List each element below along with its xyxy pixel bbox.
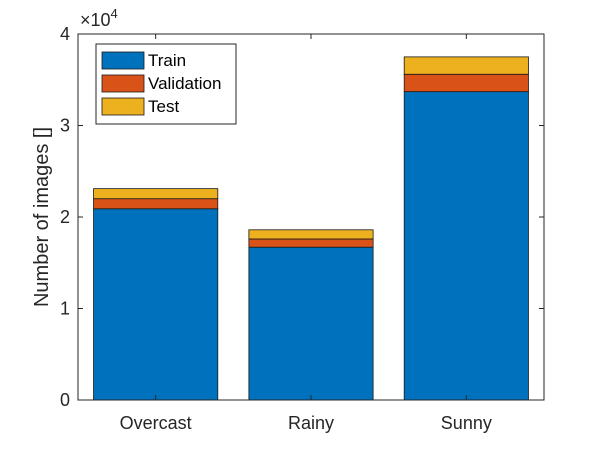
y-axis-exponent-power: 4	[111, 6, 118, 21]
y-axis-exponent-base: ×10	[80, 10, 111, 30]
bar-validation-sunny	[403, 73, 529, 93]
bar-validation-overcast	[93, 198, 219, 210]
bar-test-sunny	[403, 56, 529, 75]
bar-train-overcast	[93, 208, 219, 401]
y-axis-label: Number of images []	[31, 127, 53, 307]
bars-group	[93, 56, 529, 401]
x-tick-label-sunny: Sunny	[441, 413, 492, 433]
x-axis-ticks: Overcast Rainy Sunny	[120, 34, 492, 433]
bar-test-overcast	[93, 188, 219, 200]
legend-swatch-test	[101, 97, 145, 116]
x-tick-label-overcast: Overcast	[120, 413, 192, 433]
legend-swatch-train	[101, 51, 145, 70]
y-axis-exponent-label: ×104	[80, 6, 118, 30]
y-tick-label: 4	[60, 24, 70, 44]
legend-label-validation: Validation	[148, 74, 221, 93]
y-tick-label: 2	[60, 207, 70, 227]
bar-train-sunny	[403, 91, 529, 401]
x-tick-label-rainy: Rainy	[288, 413, 334, 433]
legend-label-train: Train	[148, 51, 186, 70]
y-tick-label: 0	[60, 390, 70, 410]
bar-validation-rainy	[248, 238, 374, 248]
y-tick-label: 1	[60, 299, 70, 319]
legend-label-test: Test	[148, 97, 179, 116]
legend-swatch-validation	[101, 74, 145, 93]
bar-train-rainy	[248, 246, 374, 401]
legend: Train Validation Test	[95, 43, 237, 125]
y-axis-ticks: 0 1 2 3 4	[60, 24, 544, 410]
bar-test-rainy	[248, 229, 374, 240]
y-tick-label: 3	[60, 116, 70, 136]
